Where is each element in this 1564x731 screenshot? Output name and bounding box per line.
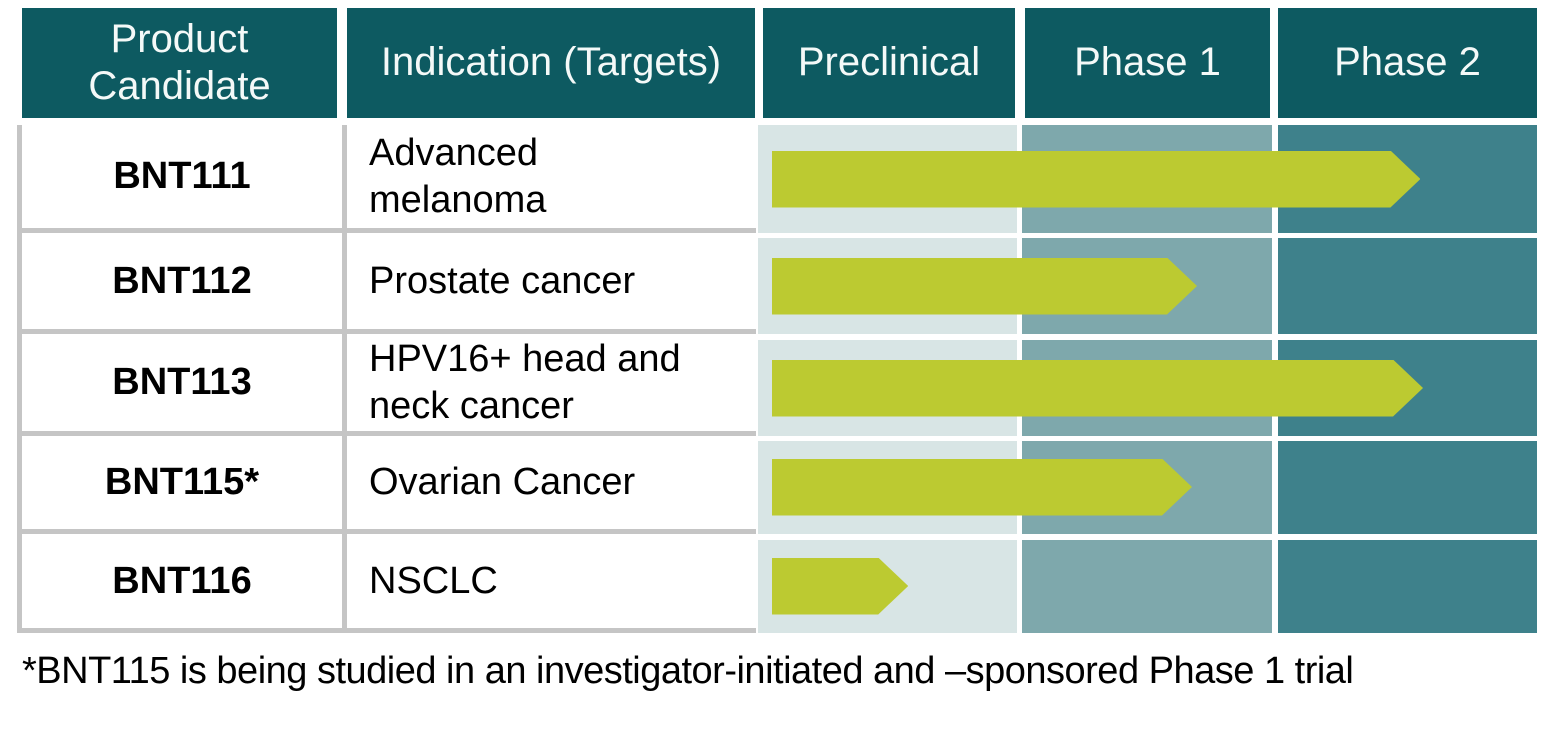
column-header-phase-1: Phase 1 bbox=[1025, 8, 1270, 118]
table-row: BNT116 NSCLC bbox=[22, 534, 756, 633]
indication-cell: NSCLC bbox=[342, 534, 756, 628]
header-line: Phase 1 bbox=[1074, 40, 1221, 85]
progress-arrow-bnt113 bbox=[772, 360, 1423, 417]
indication-line: Prostate cancer bbox=[369, 259, 636, 302]
header-line: Phase 2 bbox=[1334, 40, 1481, 85]
phase-lane-phase-1 bbox=[1022, 540, 1272, 633]
header-line: Indication (Targets) bbox=[380, 40, 722, 85]
table-row: BNT111 Advanced melanoma bbox=[22, 125, 756, 233]
indication-line: NSCLC bbox=[369, 559, 498, 602]
candidate-cell: BNT116 bbox=[112, 559, 252, 602]
table-row: BNT112 Prostate cancer bbox=[22, 233, 756, 334]
phase-lane-phase-2 bbox=[1278, 441, 1537, 534]
table-row: BNT115* Ovarian Cancer bbox=[22, 436, 756, 534]
indication-cell: Ovarian Cancer bbox=[342, 436, 756, 529]
phase-lane-phase-2 bbox=[1278, 238, 1537, 334]
indication-line: neck cancer bbox=[369, 384, 574, 427]
column-header-indication: Indication (Targets) bbox=[347, 8, 755, 118]
progress-arrow-bnt111 bbox=[772, 151, 1420, 208]
header-line: Preclinical bbox=[797, 40, 981, 85]
indication-cell: Advanced melanoma bbox=[342, 125, 756, 228]
candidate-cell: BNT111 bbox=[113, 155, 251, 197]
progress-arrow-bnt116 bbox=[772, 558, 908, 615]
progress-arrow-bnt112 bbox=[772, 258, 1197, 315]
column-header-preclinical: Preclinical bbox=[763, 8, 1015, 118]
indication-line: Ovarian Cancer bbox=[369, 461, 636, 504]
table-row: BNT113 HPV16+ head and neck cancer bbox=[22, 334, 756, 436]
header-line: Product bbox=[110, 16, 249, 61]
indication-line: Advanced bbox=[369, 132, 539, 175]
indication-cell: Prostate cancer bbox=[342, 233, 756, 329]
footnote: *BNT115 is being studied in an investiga… bbox=[22, 650, 1354, 692]
candidate-cell: BNT115* bbox=[104, 461, 260, 503]
candidate-cell: BNT113 bbox=[112, 361, 252, 403]
indication-cell: HPV16+ head and neck cancer bbox=[342, 334, 756, 431]
phase-lane-phase-2 bbox=[1278, 540, 1537, 633]
candidate-cell: BNT112 bbox=[112, 259, 252, 302]
column-header-phase-2: Phase 2 bbox=[1278, 8, 1537, 118]
progress-arrow-bnt115 bbox=[772, 459, 1192, 516]
column-header-product-candidate: Product Candidate bbox=[22, 8, 337, 118]
header-line: Candidate bbox=[88, 64, 271, 108]
indication-line: melanoma bbox=[369, 178, 547, 221]
candidate-indication-table: BNT111 Advanced melanoma BNT112 Prostate… bbox=[17, 125, 756, 633]
indication-line: HPV16+ head and bbox=[369, 338, 681, 381]
